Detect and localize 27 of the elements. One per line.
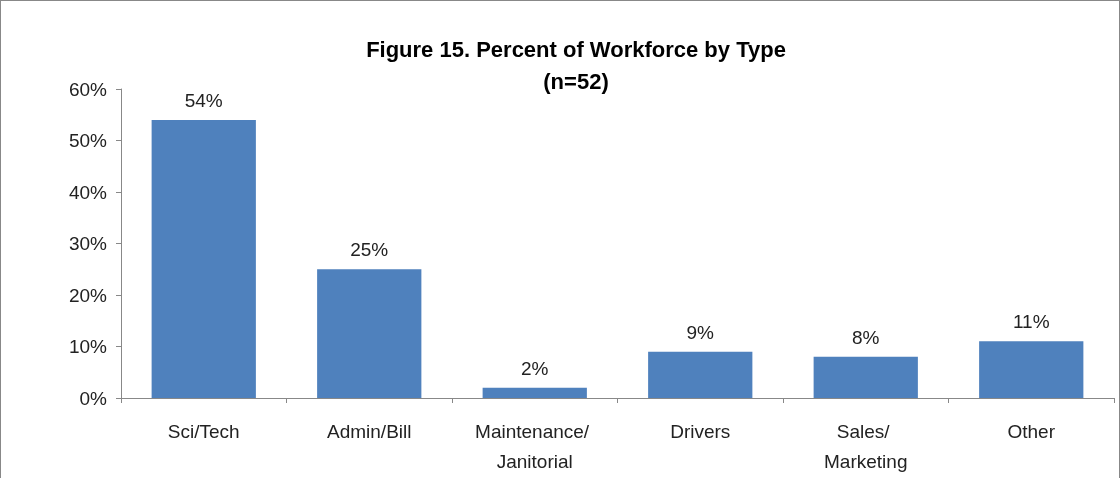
y-tick-label: 50% — [68, 130, 108, 151]
x-tick-label: Sales/ Marketing — [824, 420, 908, 472]
x-tick-label: Sci/Tech — [167, 420, 240, 442]
bar — [979, 341, 1084, 398]
y-tick-label: 20% — [68, 284, 108, 306]
data-label: 11% — [1012, 311, 1050, 333]
y-tick-label: 30% — [68, 233, 108, 254]
y-tick-label: 60% — [68, 78, 108, 100]
x-tick-label: Other — [1007, 420, 1056, 442]
y-tick-label: 10% — [68, 336, 108, 357]
bar — [482, 387, 587, 398]
data-label: 25% — [350, 239, 389, 261]
y-tick-label: 40% — [68, 181, 108, 203]
x-tick-label: Maintenance/ Janitorial — [475, 420, 595, 472]
bar — [648, 351, 753, 398]
data-label: 8% — [852, 326, 880, 348]
bar — [151, 119, 256, 398]
chart-subtitle: (n=52) — [543, 68, 609, 94]
bar — [317, 269, 422, 398]
data-label: 9% — [686, 321, 715, 343]
data-label: 2% — [521, 357, 549, 379]
data-label: 54% — [184, 89, 223, 111]
bar — [813, 356, 918, 398]
x-tick-label: Admin/Bill — [327, 420, 412, 442]
x-tick-label: Drivers — [670, 420, 731, 442]
chart-title: Figure 15. Percent of Workforce by Type — [366, 36, 786, 62]
y-tick-label: 0% — [79, 387, 108, 409]
